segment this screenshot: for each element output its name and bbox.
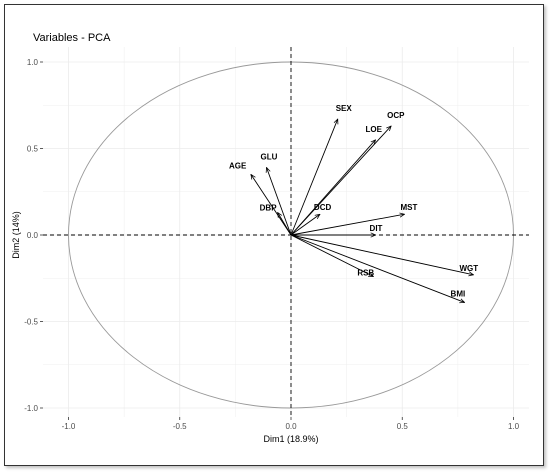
y-axis-ticks: -1.0 -0.5 0.0 0.5 1.0 <box>24 58 43 413</box>
arrow-glu <box>267 168 292 236</box>
y-tick-label: -1.0 <box>24 404 38 413</box>
arrow-dcd <box>290 214 320 236</box>
label-glu: GLU <box>261 153 278 162</box>
y-tick-label: -0.5 <box>24 318 38 327</box>
x-tick-label: 0.0 <box>285 422 297 431</box>
x-tick-label: -1.0 <box>62 422 76 431</box>
arrow-loe <box>290 140 376 236</box>
x-tick-label: 1.0 <box>508 422 520 431</box>
arrow-sex <box>290 119 338 236</box>
label-age: AGE <box>229 161 247 170</box>
label-dit: DIT <box>370 224 383 233</box>
chart-frame: Variables - PCA SEX OCP LOE GLU AGE DBP DCD MST… <box>4 4 544 466</box>
label-dcd: DCD <box>314 203 332 212</box>
label-loe: LOE <box>366 125 383 134</box>
variable-labels: SEX OCP LOE GLU AGE DBP DCD MST DIT RSB WGT BMI <box>229 104 478 298</box>
pca-chart: Variables - PCA SEX OCP LOE GLU AGE DBP DCD MST… <box>11 32 529 444</box>
y-tick-label: 0.0 <box>27 231 39 240</box>
arrow-dbp <box>278 213 292 236</box>
label-mst: MST <box>400 203 417 212</box>
arrow-wgt <box>290 234 473 275</box>
y-tick-label: 1.0 <box>27 58 39 67</box>
variable-arrows <box>251 119 474 302</box>
label-dbp: DBP <box>260 204 278 213</box>
arrow-mst <box>290 214 404 236</box>
label-sex: SEX <box>336 104 353 113</box>
arrow-age <box>251 174 292 236</box>
label-ocp: OCP <box>387 111 405 120</box>
x-axis-ticks: -1.0 -0.5 0.0 0.5 1.0 <box>62 417 520 431</box>
y-axis-label: Dim2 (14%) <box>11 211 21 259</box>
x-tick-label: 0.5 <box>397 422 409 431</box>
label-bmi: BMI <box>451 289 466 298</box>
x-tick-label: -0.5 <box>173 422 187 431</box>
label-wgt: WGT <box>459 264 478 273</box>
label-rsb: RSB <box>357 269 374 278</box>
arrow-bmi <box>290 234 465 302</box>
y-tick-label: 0.5 <box>27 145 39 154</box>
arrow-rsb <box>290 234 373 277</box>
plot-panel <box>43 47 529 417</box>
chart-title: Variables - PCA <box>33 32 111 44</box>
x-axis-label: Dim1 (18.9%) <box>263 434 318 444</box>
